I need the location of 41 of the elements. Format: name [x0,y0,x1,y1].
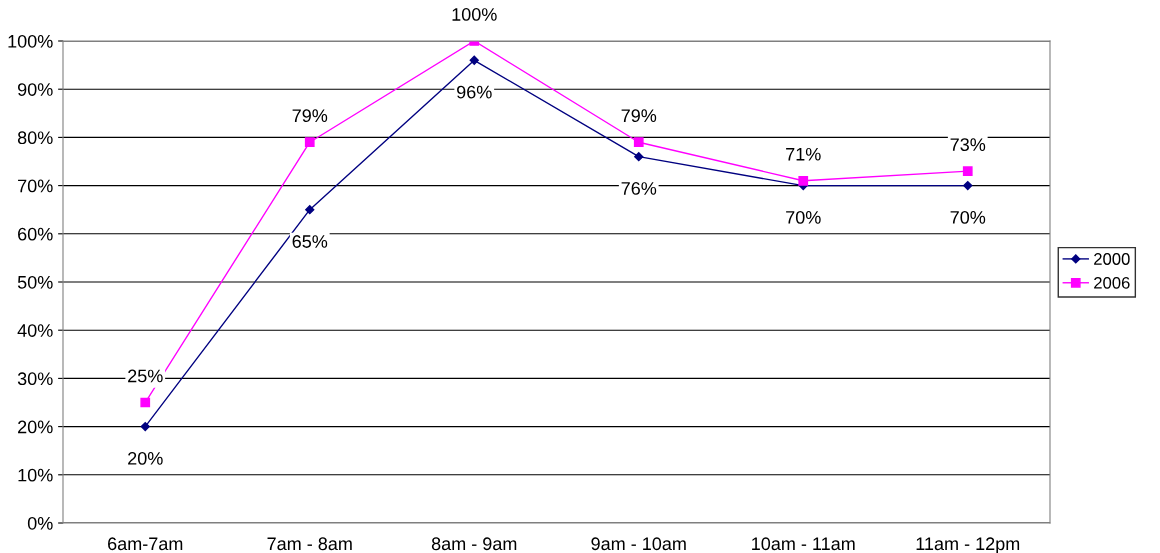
data-label: 79% [292,109,328,123]
data-label: 71% [786,147,821,161]
data-label: 70% [950,210,986,224]
data-label: 25% [128,369,163,383]
point [140,397,151,408]
data-label: 20% [128,451,163,465]
legend-label: 2000 [1094,253,1130,265]
data-label: 65% [292,235,328,248]
x-tick-label: 9am - 10am [591,537,686,551]
data-label: 70% [786,210,821,224]
y-tick-label: 100% [8,34,53,48]
x-tick-label: 6am-7am [108,537,183,551]
data-label: 73% [950,138,986,151]
point [469,55,479,65]
point [633,137,644,148]
data-label: 96% [457,85,492,99]
data-label: 79% [621,109,657,123]
point [305,205,315,215]
point [140,421,150,432]
x-tick-label: 8am - 9am [431,537,517,551]
point [962,166,973,177]
point [634,152,644,162]
x-tick-label: 7am - 8am [267,537,352,551]
data-label: 100% [452,8,497,21]
point [963,180,973,191]
x-tick-label: 11am - 12pm [916,537,1020,553]
y-tick-label: 90% [17,83,53,96]
point [798,175,809,186]
y-tick-label: 80% [17,131,53,145]
y-tick-label: 30% [17,372,53,386]
y-tick-label: 60% [18,227,53,241]
y-tick-label: 50% [17,275,53,289]
point [304,137,315,148]
legend-label: 2006 [1094,276,1130,289]
y-tick-label: 10% [18,468,53,482]
y-tick-label: 40% [17,324,53,337]
y-tick-label: 70% [18,179,53,193]
x-tick-label: 10am - 11am [752,537,855,551]
y-tick-label: 20% [18,420,53,434]
data-label: 76% [621,182,657,195]
y-tick-label: 0% [27,516,53,530]
